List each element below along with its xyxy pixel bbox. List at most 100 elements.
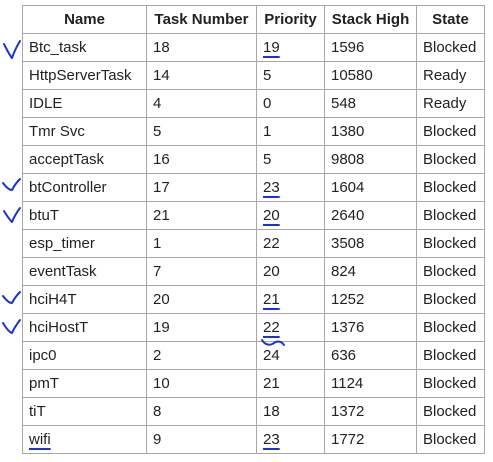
priority-value: 23 bbox=[263, 431, 280, 448]
task-name-cell: hciH4T bbox=[22, 285, 147, 314]
column-header-state: State bbox=[416, 5, 485, 34]
task-number-value: 8 bbox=[153, 403, 162, 420]
state-cell: Blocked bbox=[416, 285, 485, 314]
state-cell: Blocked bbox=[416, 257, 485, 286]
task-name-value: btController bbox=[29, 179, 107, 196]
priority-cell: 0 bbox=[256, 89, 325, 118]
checkmark-icon bbox=[3, 207, 21, 223]
stack-high-value: 1380 bbox=[331, 123, 365, 140]
stack-high-value: 824 bbox=[331, 263, 357, 280]
priority-cell: 1 bbox=[256, 117, 325, 146]
checkmark-icon bbox=[2, 178, 21, 191]
task-name-value: esp_timer bbox=[29, 235, 95, 252]
stack-high-value: 1772 bbox=[331, 431, 365, 448]
priority-cell: 5 bbox=[256, 145, 325, 174]
task-name-value: HttpServerTask bbox=[29, 67, 132, 84]
table-row: esp_timer 1 22 3508 Blocked bbox=[22, 229, 485, 258]
task-number-value: 20 bbox=[153, 291, 170, 308]
task-table: Name Task Number Priority Stack High Sta… bbox=[22, 5, 485, 454]
task-number-cell: 9 bbox=[146, 425, 257, 454]
stack-high-value: 1604 bbox=[331, 179, 365, 196]
state-cell: Blocked bbox=[416, 145, 485, 174]
task-number-cell: 20 bbox=[146, 285, 257, 314]
priority-cell: 23 bbox=[256, 425, 325, 454]
task-name-value: ipc0 bbox=[29, 347, 57, 364]
stack-high-cell: 1596 bbox=[324, 33, 417, 62]
task-name-value: hciH4T bbox=[29, 291, 77, 308]
stack-high-cell: 1376 bbox=[324, 313, 417, 342]
stack-high-cell: 636 bbox=[324, 341, 417, 370]
checkmark-icon bbox=[3, 40, 21, 59]
task-name-cell: pmT bbox=[22, 369, 147, 398]
table-row: btuT 21 20 2640 Blocked bbox=[22, 201, 485, 230]
task-number-cell: 21 bbox=[146, 201, 257, 230]
priority-cell: 23 bbox=[256, 173, 325, 202]
state-value: Blocked bbox=[423, 123, 477, 140]
stack-high-cell: 1604 bbox=[324, 173, 417, 202]
stack-high-value: 1372 bbox=[331, 403, 365, 420]
column-header-task-number: Task Number bbox=[146, 5, 257, 34]
state-cell: Blocked bbox=[416, 313, 485, 342]
state-value: Blocked bbox=[423, 263, 477, 280]
state-cell: Blocked bbox=[416, 33, 485, 62]
task-number-cell: 17 bbox=[146, 173, 257, 202]
table-row: IDLE 4 0 548 Ready bbox=[22, 89, 485, 118]
priority-cell: 20 bbox=[256, 257, 325, 286]
header-row: Name Task Number Priority Stack High Sta… bbox=[22, 5, 485, 34]
stack-high-value: 2640 bbox=[331, 207, 365, 224]
stack-high-cell: 1380 bbox=[324, 117, 417, 146]
state-value: Blocked bbox=[423, 235, 477, 252]
stack-high-value: 1124 bbox=[331, 375, 364, 392]
column-header-priority: Priority bbox=[256, 5, 325, 34]
state-value: Blocked bbox=[423, 403, 477, 420]
task-name-cell: eventTask bbox=[22, 257, 147, 286]
task-name-cell: esp_timer bbox=[22, 229, 147, 258]
priority-value: 1 bbox=[263, 123, 272, 140]
table-row: Btc_task 18 19 1596 Blocked bbox=[22, 33, 485, 62]
state-value: Blocked bbox=[423, 319, 477, 336]
stack-high-cell: 1252 bbox=[324, 285, 417, 314]
task-name-value: Btc_task bbox=[29, 39, 87, 56]
stack-high-value: 10580 bbox=[331, 67, 373, 84]
priority-value: 21 bbox=[263, 291, 280, 308]
task-number-value: 10 bbox=[153, 375, 170, 392]
task-number-value: 1 bbox=[153, 235, 162, 252]
stack-high-cell: 1372 bbox=[324, 397, 417, 426]
priority-cell: 22 bbox=[256, 229, 325, 258]
stack-high-value: 1596 bbox=[331, 39, 365, 56]
checkmark-icon bbox=[2, 319, 21, 334]
task-name-cell: Btc_task bbox=[22, 33, 147, 62]
task-number-cell: 16 bbox=[146, 145, 257, 174]
stack-high-cell: 824 bbox=[324, 257, 417, 286]
state-value: Ready bbox=[423, 67, 467, 84]
state-cell: Blocked bbox=[416, 425, 485, 454]
task-name-cell: acceptTask bbox=[22, 145, 147, 174]
priority-cell: 21 bbox=[256, 285, 325, 314]
table-row: Tmr Svc 5 1 1380 Blocked bbox=[22, 117, 485, 146]
stack-high-cell: 548 bbox=[324, 89, 417, 118]
task-number-value: 2 bbox=[153, 347, 162, 364]
table-body: Btc_task 1 8 19 1596 Blocked HttpServerTask 1 4 5… bbox=[22, 33, 485, 454]
task-number-value: 5 bbox=[153, 123, 162, 140]
task-number-cell: 1 bbox=[146, 229, 257, 258]
task-number-cell: 10 bbox=[146, 369, 257, 398]
task-number-value: 4 bbox=[153, 95, 162, 112]
task-number-cell: 19 bbox=[146, 313, 257, 342]
task-name-value: hciHostT bbox=[29, 319, 89, 336]
state-cell: Blocked bbox=[416, 369, 485, 398]
table-row: ipc0 2 24 636 Blocked bbox=[22, 341, 485, 370]
table-row: hciHostT 19 22 1376 Blocked bbox=[22, 313, 485, 342]
task-number-value: 16 bbox=[153, 151, 170, 168]
state-cell: Blocked bbox=[416, 397, 485, 426]
state-cell: Ready bbox=[416, 61, 485, 90]
task-name-value: pmT bbox=[29, 375, 59, 392]
task-name-cell: Tmr Svc bbox=[22, 117, 147, 146]
task-name-cell: btController bbox=[22, 173, 147, 202]
table-row: HttpServerTask 14 5 10580 Ready bbox=[22, 61, 485, 90]
task-name-cell: ipc0 bbox=[22, 341, 147, 370]
state-value: Blocked bbox=[423, 179, 477, 196]
state-value: Blocked bbox=[423, 39, 477, 56]
priority-value: 20 bbox=[263, 207, 280, 224]
task-name-value: btuT bbox=[29, 207, 60, 224]
task-name-value: wifi bbox=[29, 431, 51, 448]
